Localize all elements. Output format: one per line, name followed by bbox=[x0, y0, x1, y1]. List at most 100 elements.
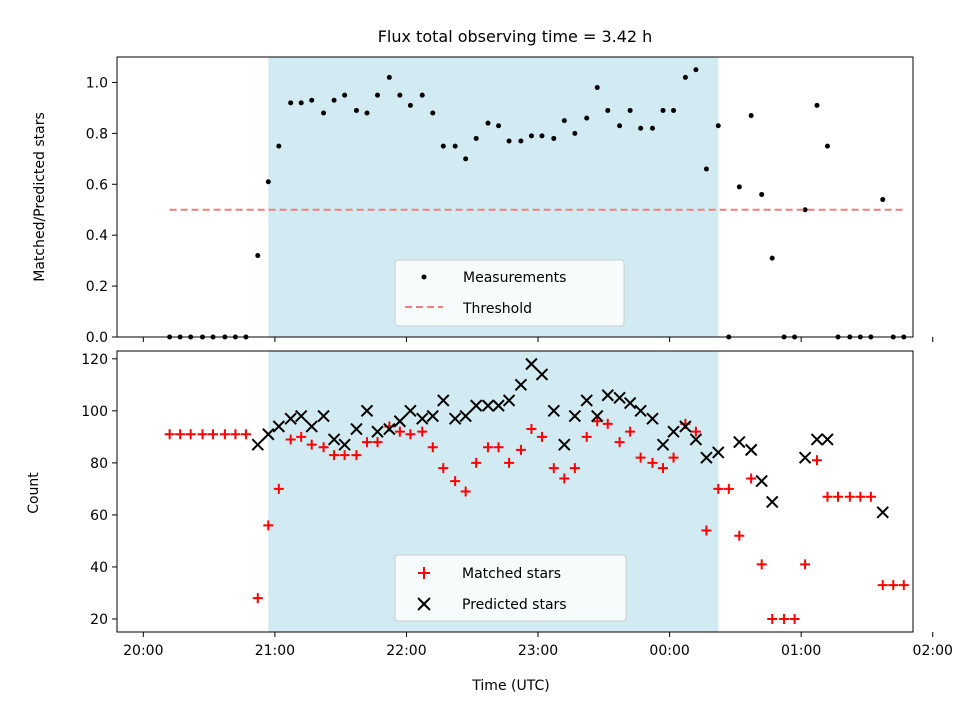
bottom-ticks: 20:00 21:00 22:00 23:00 00:00 01:00 02:00 20 40 6… bbox=[81, 352, 953, 659]
predicted-star-point bbox=[492, 399, 505, 412]
predicted-star-point bbox=[294, 409, 308, 423]
predicted-star-point bbox=[481, 399, 495, 412]
top-y-tick-label: 0.0 bbox=[86, 330, 108, 346]
matched-star-point bbox=[888, 580, 899, 591]
predicted-star-point bbox=[733, 435, 746, 449]
measurement-point bbox=[682, 74, 688, 80]
matched-star-point bbox=[175, 429, 186, 440]
measurement-point bbox=[397, 92, 403, 98]
matched-star-point bbox=[471, 457, 482, 468]
measurement-point bbox=[539, 133, 545, 139]
matched-star-point bbox=[602, 418, 613, 429]
measurement-point bbox=[473, 135, 479, 141]
predicted-star-point bbox=[623, 396, 637, 410]
matched-star-point bbox=[318, 442, 329, 453]
measurement-point bbox=[748, 113, 754, 119]
predicted-star-point bbox=[634, 404, 647, 418]
bottom-x-tick-label: 00:00 bbox=[649, 643, 689, 659]
predicted-star-point bbox=[371, 425, 384, 438]
predicted-star-point bbox=[448, 412, 462, 425]
matched-star-point bbox=[483, 442, 494, 453]
measurement-point bbox=[528, 133, 534, 139]
matched-star-point bbox=[779, 613, 790, 624]
bottom-legend: Matched stars Predicted stars bbox=[394, 554, 627, 622]
measurement-point bbox=[375, 92, 381, 98]
top-axes-frame bbox=[116, 56, 914, 338]
legend-predicted-label: Predicted stars bbox=[462, 597, 567, 613]
matched-star-point bbox=[647, 457, 658, 468]
predicted-star-point bbox=[317, 409, 330, 423]
matched-star-point bbox=[164, 429, 175, 440]
predicted-star-point bbox=[305, 420, 318, 433]
bottom-axes-frame bbox=[116, 350, 914, 633]
measurement-point bbox=[715, 123, 721, 129]
predicted-star-point bbox=[798, 451, 812, 464]
matched-star-point bbox=[427, 442, 438, 453]
predicted-star-point bbox=[656, 438, 670, 451]
legend-matched-label: Matched stars bbox=[462, 566, 561, 582]
matched-star-point bbox=[361, 437, 372, 448]
measurement-point bbox=[703, 166, 709, 172]
bottom-x-tick-label: 22:00 bbox=[386, 643, 426, 659]
predicted-star-point bbox=[601, 389, 614, 402]
matched-star-point bbox=[450, 476, 461, 487]
bottom-x-tick-label: 23:00 bbox=[518, 643, 558, 659]
matched-star-point bbox=[351, 450, 362, 461]
matched-star-point bbox=[438, 463, 449, 474]
matched-star-point bbox=[844, 491, 855, 502]
predicted-star-point bbox=[679, 420, 692, 433]
matched-star-point bbox=[296, 431, 307, 442]
predicted-star-point bbox=[580, 394, 593, 407]
matched-star-point bbox=[898, 580, 909, 591]
matched-star-point bbox=[460, 486, 471, 497]
legend-matched-marker bbox=[418, 567, 430, 579]
predicted-star-point bbox=[568, 409, 582, 423]
measurement-point bbox=[309, 97, 315, 103]
matched-star-point bbox=[635, 452, 646, 463]
measurement-point bbox=[440, 143, 446, 149]
matched-star-point bbox=[756, 559, 767, 570]
bottom-y-axis-label: Count bbox=[26, 472, 42, 514]
top-y-tick-label: 0.6 bbox=[86, 177, 108, 193]
measurement-point bbox=[736, 184, 742, 190]
measurement-point bbox=[693, 67, 699, 73]
matched-star-point bbox=[713, 483, 724, 494]
matched-star-point bbox=[614, 437, 625, 448]
matched-star-point bbox=[417, 426, 428, 437]
top-legend-box bbox=[394, 259, 625, 327]
measurement-point bbox=[627, 107, 633, 113]
predicted-star-point bbox=[284, 412, 297, 425]
matched-star-point bbox=[800, 559, 811, 570]
predicted-star-point bbox=[766, 495, 779, 509]
matched-star-point bbox=[197, 429, 208, 440]
matched-star-point bbox=[219, 429, 230, 440]
matched-star-point bbox=[208, 429, 219, 440]
measurement-point bbox=[561, 118, 567, 124]
legend-measurements-marker bbox=[421, 274, 427, 280]
matched-star-point bbox=[339, 450, 350, 461]
predicted-star-point bbox=[646, 412, 659, 425]
predicted-star-point bbox=[251, 438, 264, 451]
bottom-y-tick-label: 80 bbox=[90, 456, 108, 472]
predicted-star-point bbox=[360, 404, 374, 418]
bottom-y-tick-label: 120 bbox=[81, 352, 108, 368]
matched-star-point bbox=[690, 426, 701, 437]
top-ticks: 0.0 0.2 0.4 0.6 0.8 1.0 bbox=[86, 75, 934, 346]
measurement-point bbox=[288, 100, 294, 106]
measurement-point bbox=[298, 100, 304, 106]
measurement-point bbox=[419, 92, 425, 98]
bottom-x-tick-label: 21:00 bbox=[255, 643, 295, 659]
top-y-tick-label: 0.4 bbox=[86, 228, 108, 244]
top-y-axis-label: Matched/Predicted stars bbox=[32, 112, 48, 282]
top-data-layer bbox=[167, 67, 907, 340]
measurement-point bbox=[265, 179, 271, 185]
predicted-star-point bbox=[426, 409, 439, 423]
measurement-point bbox=[802, 207, 808, 213]
matched-star-point bbox=[833, 491, 844, 502]
measurement-point bbox=[572, 130, 578, 136]
matched-star-point bbox=[536, 431, 547, 442]
predicted-star-point bbox=[613, 391, 626, 405]
measurement-point bbox=[430, 110, 436, 116]
legend-predicted-marker bbox=[417, 597, 431, 611]
